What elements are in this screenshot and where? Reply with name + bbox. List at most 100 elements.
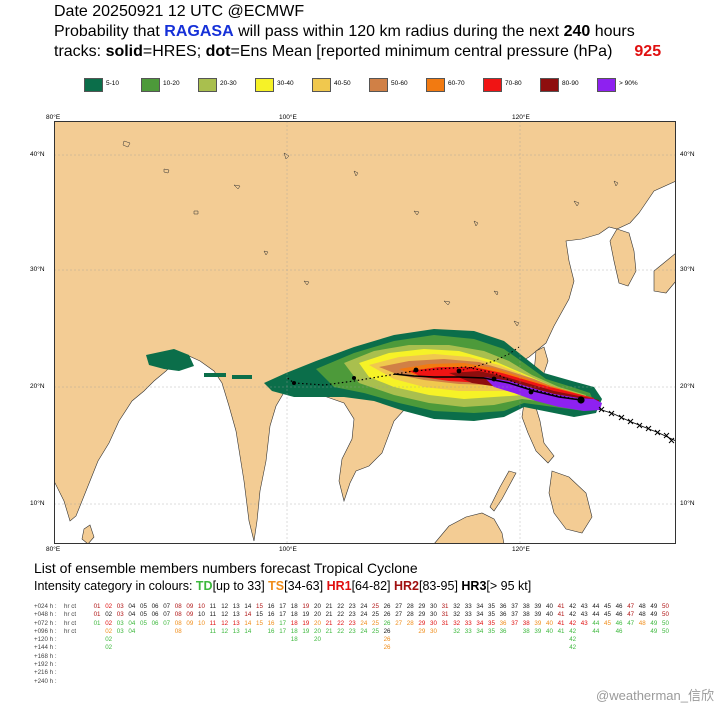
cat-hr1-range: [64-82]: [351, 579, 391, 593]
member-number: 40: [546, 627, 553, 635]
member-number: 02: [105, 611, 113, 619]
table-row: +144 h : 02 26 42: [34, 644, 694, 652]
member-number: 34: [476, 611, 484, 619]
legend-label: 40-50: [334, 80, 351, 87]
lead-time-label: +024 h :: [34, 603, 57, 610]
member-number: 23: [348, 611, 356, 619]
member-number: 36: [499, 611, 507, 619]
member-number: 01: [93, 611, 101, 619]
cat-hr2-range: [83-95]: [419, 579, 458, 593]
member-number: 25: [372, 619, 379, 627]
legend-swatch: [84, 78, 103, 92]
lead-time-label: +168 h :: [34, 652, 57, 660]
lon-label-120e-top: 120°E: [512, 114, 530, 121]
prob-mid: will pass within 120 km radius during th…: [233, 23, 564, 40]
prob-suffix: hours: [590, 23, 635, 40]
member-number: 12: [221, 627, 229, 635]
member-number: 07: [163, 619, 171, 627]
member-number: 22: [337, 603, 345, 610]
member-number: 19: [302, 619, 310, 627]
cat-td-range: [up to 33]: [212, 579, 265, 593]
storm-name: RAGASA: [164, 23, 234, 40]
legend-swatch: [141, 78, 160, 92]
member-number: 03: [116, 627, 124, 635]
land-sri-lanka: [81, 524, 95, 544]
member-number: 50: [662, 619, 669, 627]
cat-hr3: HR3: [461, 579, 487, 593]
member-number: 41: [557, 619, 565, 627]
land-asia: [54, 121, 676, 542]
header-date-line: Date 20250921 12 UTC @ECMWF: [54, 3, 305, 20]
member-number: 23: [348, 603, 356, 610]
member-number: 18: [290, 636, 298, 644]
member-number: 15: [256, 611, 263, 619]
member-number: 18: [290, 611, 298, 619]
member-number: 21: [325, 603, 333, 610]
land-palawan: [489, 470, 517, 512]
legend-label: 80-90: [562, 80, 579, 87]
member-number: 14: [244, 603, 252, 610]
member-number: 28: [406, 619, 414, 627]
table-row: +048 h : hr ct 01 02 03 04 05 06 07 08 09 10 11 12 13 1…: [34, 611, 694, 619]
member-number: 04: [128, 619, 136, 627]
member-number: 38: [522, 627, 530, 635]
member-number: 26: [383, 619, 391, 627]
lead-time-label: +096 h :: [34, 627, 57, 635]
table-row: +096 h : hr ct 02 03 04 08 11 12 13 14 16 17 18 19 20 2…: [34, 628, 694, 636]
member-number: 17: [279, 627, 287, 635]
member-number: 02: [105, 636, 113, 644]
member-number: 22: [337, 627, 345, 635]
member-number: 21: [325, 627, 333, 635]
prob-prefix: Probability that: [54, 23, 165, 40]
member-number: 07: [163, 611, 171, 619]
member-number: 26: [383, 611, 391, 619]
table-row: +240 h :: [34, 678, 694, 686]
member-number: 21: [325, 619, 333, 627]
member-number: 34: [476, 603, 484, 610]
member-number: 50: [662, 627, 669, 635]
min-pressure: 925: [634, 43, 662, 60]
member-number: 20: [314, 603, 321, 610]
cat-td: TD: [195, 579, 213, 593]
member-number: 04: [128, 603, 136, 610]
member-number: 22: [337, 611, 345, 619]
member-number: 20: [314, 611, 321, 619]
member-number: 44: [592, 611, 600, 619]
member-number: 22: [337, 619, 345, 627]
member-number: 48: [638, 603, 646, 610]
member-number: 03: [116, 603, 124, 610]
member-number: 17: [279, 603, 287, 610]
member-number: 27: [395, 611, 403, 619]
land-philippines-south: [548, 470, 593, 534]
member-number: 21: [325, 611, 333, 619]
member-number: 35: [488, 627, 495, 635]
lon-label-120e-bottom: 120°E: [512, 546, 530, 553]
member-number: 43: [580, 619, 588, 627]
member-number: 28: [406, 611, 414, 619]
member-number: 48: [638, 611, 646, 619]
lakes: [122, 140, 619, 327]
member-number: 43: [580, 603, 588, 610]
member-number: 07: [163, 603, 171, 610]
lead-time-label: +216 h :: [34, 669, 57, 677]
lat-label-10n-left: 10°N: [30, 500, 45, 507]
member-number: 16: [267, 603, 275, 610]
graticule: [54, 121, 676, 544]
table-row: +216 h :: [34, 669, 694, 677]
lead-time-label: +120 h :: [34, 636, 57, 644]
member-number: 06: [151, 611, 159, 619]
lon-label-100e-bottom: 100°E: [279, 546, 297, 553]
member-number: 01: [93, 603, 101, 610]
member-number: 30: [430, 619, 437, 627]
member-number: 40: [546, 603, 553, 610]
member-number: 46: [615, 627, 623, 635]
member-number: 40: [546, 619, 553, 627]
member-number: 03: [116, 619, 124, 627]
dot-word: dot: [205, 43, 231, 60]
member-number: 11: [209, 603, 217, 610]
member-number: 17: [279, 611, 287, 619]
member-number: 32: [453, 619, 461, 627]
member-number: 13: [232, 627, 240, 635]
member-number: 35: [488, 611, 495, 619]
ens-branch-north: [458, 346, 520, 372]
